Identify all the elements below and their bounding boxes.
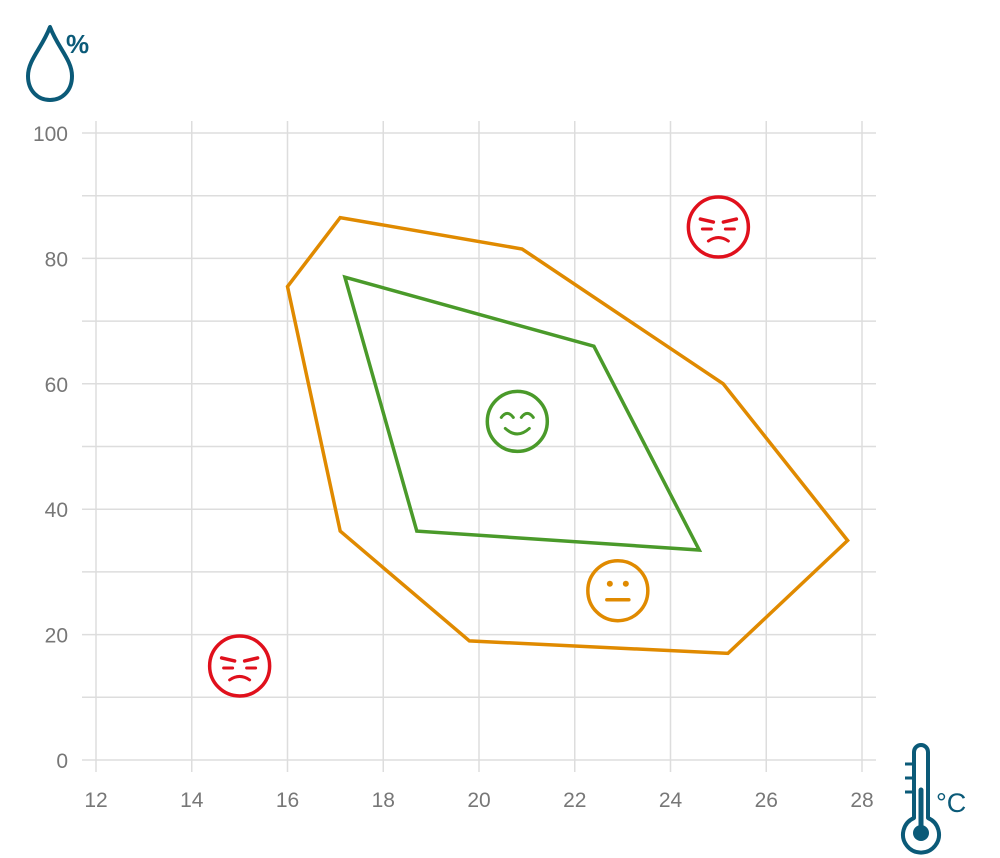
thermometer-icon xyxy=(901,743,941,855)
y-tick-label: 60 xyxy=(45,374,68,397)
water-drop-icon xyxy=(26,25,74,102)
face-markers xyxy=(207,195,751,698)
grid xyxy=(82,121,876,772)
sad-face-icon xyxy=(207,634,272,698)
face-outline xyxy=(207,634,272,698)
neutral-face-icon xyxy=(586,558,650,623)
x-tick-label: 22 xyxy=(563,789,586,812)
y-unit-label: % xyxy=(66,29,89,59)
x-tick-label: 14 xyxy=(180,789,204,812)
axis-ticks: 12 14 16 18 20 22 24 26 28 0 20 40 60 80 100 xyxy=(33,123,874,812)
face-mouth xyxy=(228,674,252,682)
y-tick-label: 0 xyxy=(56,750,68,773)
face-eye xyxy=(499,411,515,419)
sad-face-icon xyxy=(686,195,751,259)
y-tick-label: 40 xyxy=(45,499,68,522)
y-tick-label: 80 xyxy=(45,248,68,271)
happy-face-icon xyxy=(485,389,550,454)
face-mouth xyxy=(706,236,730,243)
x-tick-label: 16 xyxy=(276,789,299,812)
face-outline xyxy=(586,558,650,623)
x-tick-label: 24 xyxy=(659,789,683,812)
x-tick-label: 26 xyxy=(755,789,778,812)
face-mouth xyxy=(503,426,531,436)
x-unit-label: °C xyxy=(936,788,966,818)
face-outline xyxy=(485,389,550,454)
x-tick-label: 28 xyxy=(850,789,873,812)
face-eye xyxy=(622,580,629,587)
y-tick-label: 20 xyxy=(45,625,68,648)
comfort-regions xyxy=(285,215,850,656)
face-outline xyxy=(686,195,751,259)
region-outline-comfort xyxy=(342,274,703,552)
y-tick-label: 100 xyxy=(33,123,68,146)
face-brow xyxy=(698,217,716,224)
face-eye xyxy=(606,580,613,587)
x-tick-label: 12 xyxy=(84,789,107,812)
region-outline-acceptable xyxy=(285,215,850,656)
face-brow xyxy=(242,656,260,663)
face-brow xyxy=(219,656,237,663)
x-tick-label: 18 xyxy=(372,789,395,812)
face-brow xyxy=(721,217,739,224)
x-tick-label: 20 xyxy=(467,789,490,812)
face-eye xyxy=(519,411,535,419)
